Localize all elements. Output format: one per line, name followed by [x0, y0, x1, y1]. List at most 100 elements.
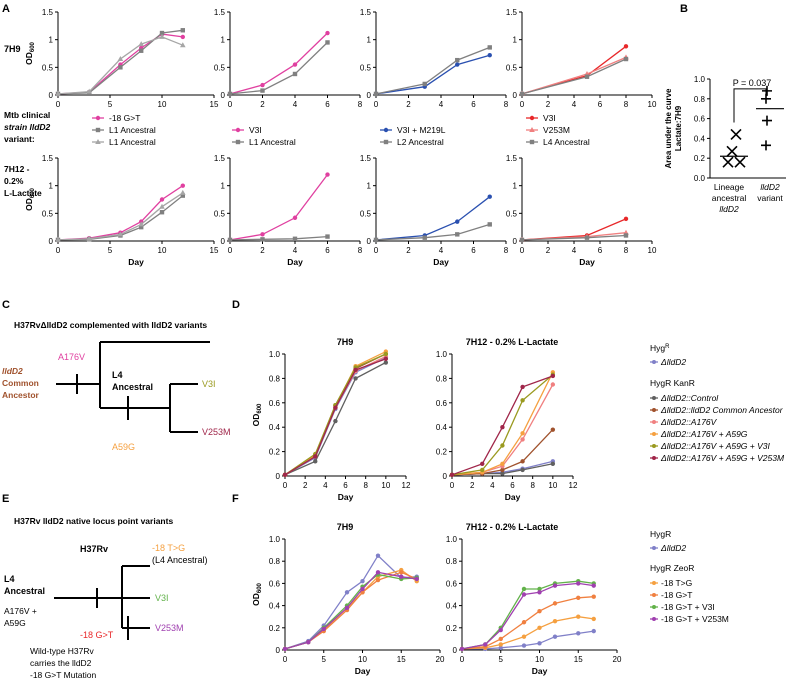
- series-line: [284, 353, 387, 476]
- d-legend-entry: ΔlldD2::Control: [660, 393, 719, 403]
- y-axis-label-sub: 600: [257, 582, 263, 593]
- y-tick-label: 0.5: [506, 209, 518, 218]
- y-axis-label: OD600: [24, 41, 36, 64]
- x-tick-label: 12: [402, 481, 411, 490]
- data-point: [235, 139, 241, 145]
- data-point: [180, 34, 185, 40]
- chart-d-7h9: 0 0.2 0.4 0.6 0.8 1.0 0 2 4 6 8 10 12 OD600 Day: [251, 349, 411, 502]
- b-x-category: Lineage: [714, 182, 745, 192]
- x-tick-label: 8: [358, 100, 363, 109]
- f-legend-group1: HygR: [650, 529, 671, 539]
- data-point: [344, 590, 350, 595]
- series-line: [284, 361, 387, 476]
- series-l4-ancestral: [519, 56, 629, 97]
- x-tick-label: 10: [548, 481, 557, 490]
- y-tick-label: 1.5: [42, 8, 54, 17]
- data-point: [117, 56, 124, 62]
- data-point: [55, 236, 61, 242]
- y-tick-label: 1.5: [506, 8, 518, 17]
- data-point: [487, 194, 492, 199]
- f-title-left: 7H9: [337, 522, 354, 532]
- data-point: [498, 627, 503, 633]
- series-line: [521, 45, 627, 95]
- e-leaf-v253m: V253M: [155, 623, 184, 633]
- legend-entry: V3I: [249, 125, 262, 135]
- y-tick-label: 0.2: [269, 624, 281, 633]
- f-legend-entry: ΔlldD2: [660, 543, 686, 553]
- y-tick-label: 0.2: [269, 448, 281, 457]
- b-point-x: [726, 145, 738, 157]
- series-line: [229, 41, 328, 95]
- b-y-tick-label: 0.0: [694, 174, 706, 183]
- data-point: [521, 620, 527, 625]
- f-legend-dot: [652, 617, 656, 621]
- x-tick-label: 10: [535, 655, 544, 664]
- series-line: [451, 374, 554, 476]
- data-point: [360, 586, 365, 592]
- b-y-label-line: Area under the curve: [664, 88, 673, 169]
- x-tick-label: 2: [470, 481, 475, 490]
- data-point: [529, 139, 535, 145]
- series-v3i-m219l: [373, 52, 492, 97]
- y-tick-label: 1.0: [269, 535, 281, 544]
- series-l1-ancestral: [227, 40, 330, 97]
- series-l1-ancestral: [55, 33, 186, 96]
- leaf-v253m: V253M: [202, 427, 231, 437]
- series--18-g-t: [459, 594, 596, 652]
- x-tick-label: 6: [325, 246, 330, 255]
- f-legend-dot: [652, 593, 656, 597]
- panel-label-a: A: [2, 3, 10, 15]
- d-legend-group1: HygR: [650, 343, 670, 353]
- series--lldd2-lldd2-common-ancestor: [282, 351, 389, 477]
- y-tick-label: 0: [513, 237, 518, 246]
- series-line: [461, 580, 594, 650]
- e-mut-root-1: A176V +: [4, 606, 37, 616]
- series-line: [57, 192, 184, 241]
- data-point: [383, 351, 389, 357]
- legend-entry: -18 G>T: [109, 113, 140, 123]
- data-point: [313, 459, 318, 464]
- data-point: [399, 570, 404, 575]
- data-point: [500, 467, 505, 473]
- b-point-plus: [761, 93, 771, 104]
- series-line: [284, 355, 387, 476]
- data-point: [521, 643, 527, 648]
- data-point: [500, 425, 505, 430]
- series-v3i: [227, 30, 330, 97]
- x-axis-label: Day: [505, 492, 521, 502]
- data-point: [325, 40, 330, 45]
- x-tick-label: 10: [648, 246, 657, 255]
- b-x-category: lldD2: [719, 204, 739, 214]
- d-legend-dot: [652, 444, 656, 448]
- x-tick-label: 8: [530, 481, 535, 490]
- data-point: [360, 578, 365, 584]
- data-point: [550, 373, 556, 379]
- b-point-x: [730, 128, 742, 141]
- data-point: [159, 210, 165, 215]
- data-point: [383, 360, 389, 365]
- series-line: [375, 54, 490, 95]
- series-l4-ancestral: [519, 233, 629, 243]
- b-x-category: variant: [757, 193, 783, 203]
- data-point: [422, 81, 427, 87]
- data-point: [95, 139, 101, 144]
- data-point: [623, 233, 629, 238]
- data-point: [325, 30, 330, 36]
- node-l4-2: Ancestral: [112, 382, 153, 392]
- series-line: [284, 357, 387, 476]
- d-legend-entry: ΔlldD2: [660, 357, 686, 367]
- b-point-plus: [762, 115, 772, 126]
- data-point: [591, 628, 596, 634]
- series-line: [284, 358, 387, 476]
- x-axis-label: Day: [338, 492, 354, 502]
- x-tick-label: 5: [108, 246, 113, 255]
- data-point: [455, 62, 460, 67]
- panel-label-f: F: [232, 493, 239, 505]
- d-legend-dot: [652, 420, 656, 424]
- data-point: [159, 30, 165, 36]
- strain-header-2: strain lldD2: [4, 122, 51, 132]
- y-tick-label: 0.2: [446, 624, 458, 633]
- data-point: [260, 237, 265, 242]
- data-point: [520, 467, 525, 473]
- x-tick-label: 8: [504, 100, 509, 109]
